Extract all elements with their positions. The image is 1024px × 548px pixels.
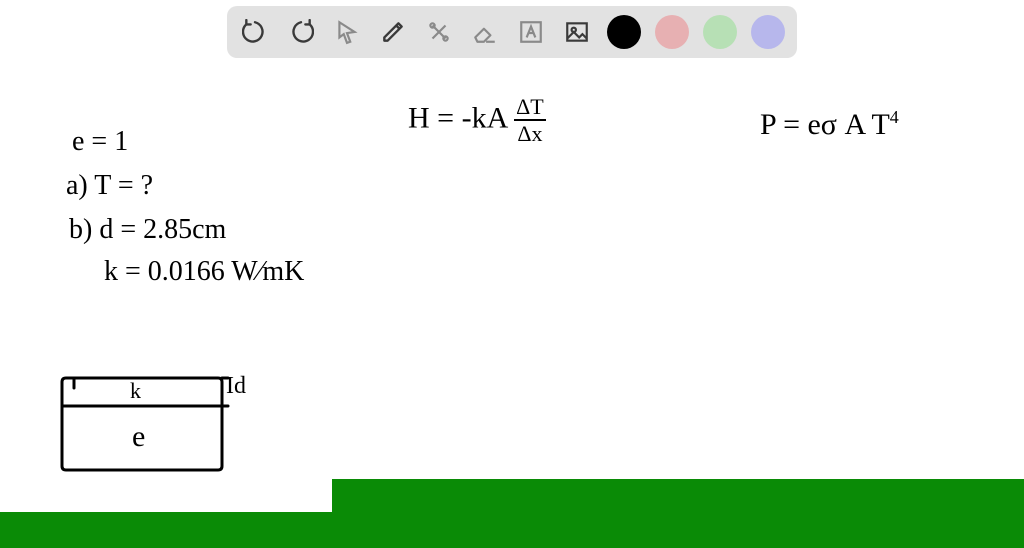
- box-diagram: k e Id: [60, 360, 280, 495]
- redo-button[interactable]: [285, 16, 317, 48]
- equation-P: P = eσ A T4: [760, 108, 899, 140]
- tools-button[interactable]: [423, 16, 455, 48]
- eraser-tool-button[interactable]: [469, 16, 501, 48]
- diagram-e-label: e: [132, 422, 145, 452]
- undo-button[interactable]: [239, 16, 271, 48]
- text-tool-button[interactable]: [515, 16, 547, 48]
- equation-a: a) T = ?: [66, 172, 153, 200]
- color-black-button[interactable]: [607, 15, 641, 49]
- diagram-k-label: k: [130, 380, 141, 402]
- color-purple-button[interactable]: [751, 15, 785, 49]
- pointer-tool-button[interactable]: [331, 16, 363, 48]
- green-overlay-right: [332, 479, 1024, 548]
- equation-b2: k = 0.0166 W⁄mK: [104, 258, 304, 286]
- equation-b1: b) d = 2.85cm: [69, 216, 226, 244]
- equation-H-den: Δx: [517, 121, 542, 145]
- equation-H: H = -kA ΔTΔx: [408, 96, 546, 145]
- equation-P-sup: 4: [890, 107, 899, 127]
- image-tool-button[interactable]: [561, 16, 593, 48]
- diagram-d-label: Id: [226, 374, 246, 398]
- equation-H-num: ΔT: [514, 96, 546, 121]
- equation-H-prefix: H = -kA: [408, 101, 514, 134]
- equation-e: e = 1: [72, 128, 128, 156]
- equation-H-fraction: ΔTΔx: [514, 96, 546, 145]
- whiteboard-canvas[interactable]: e = 1 a) T = ? b) d = 2.85cm k = 0.0166 …: [0, 0, 1024, 548]
- drawing-toolbar: [227, 6, 797, 58]
- green-overlay-left: [0, 512, 332, 548]
- color-red-button[interactable]: [655, 15, 689, 49]
- color-green-button[interactable]: [703, 15, 737, 49]
- equation-P-prefix: P = eσ A T: [760, 108, 890, 141]
- pen-tool-button[interactable]: [377, 16, 409, 48]
